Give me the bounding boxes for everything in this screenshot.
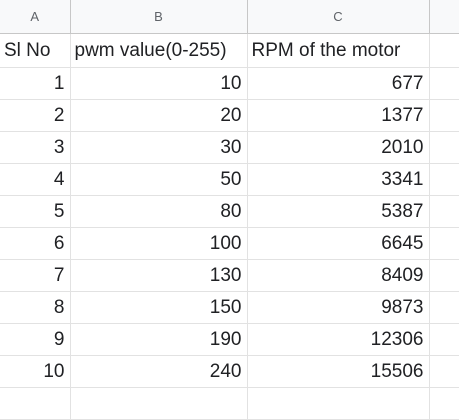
cell-sl-no[interactable]: 9 [0,323,71,356]
header-cell-rpm[interactable]: RPM of the motor [247,33,430,68]
cell-rpm[interactable]: 8409 [247,259,430,292]
header-cell-pwm-value[interactable]: pwm value(0-255) [70,33,248,68]
cell-pwm-value[interactable]: 100 [70,227,248,260]
empty-cell[interactable] [429,291,459,324]
table-row: 7 130 8409 [0,259,459,292]
column-header-d[interactable] [429,0,459,34]
cell-rpm[interactable]: 9873 [247,291,430,324]
column-header-b[interactable]: B [70,0,248,34]
table-row: 8 150 9873 [0,291,459,324]
cell-pwm-value[interactable]: 30 [70,131,248,164]
cell-sl-no[interactable]: 5 [0,195,71,228]
cell-pwm-value[interactable]: 150 [70,291,248,324]
cell-pwm-value[interactable]: 10 [70,67,248,100]
column-header-row: A B C [0,0,459,34]
header-cell-sl-no[interactable]: Sl No [0,33,71,68]
cell-rpm[interactable]: 677 [247,67,430,100]
empty-cell[interactable] [0,387,71,420]
empty-cell[interactable] [247,387,430,420]
table-row: 2 20 1377 [0,99,459,132]
empty-cell[interactable] [429,323,459,356]
empty-cell[interactable] [429,33,459,68]
empty-cell[interactable] [429,99,459,132]
empty-cell[interactable] [70,387,248,420]
table-row: 1 10 677 [0,67,459,100]
cell-pwm-value[interactable]: 240 [70,355,248,388]
cell-rpm[interactable]: 1377 [247,99,430,132]
cell-rpm[interactable]: 6645 [247,227,430,260]
cell-sl-no[interactable]: 3 [0,131,71,164]
table-row: 4 50 3341 [0,163,459,196]
cell-sl-no[interactable]: 8 [0,291,71,324]
column-header-c[interactable]: C [247,0,430,34]
empty-row [0,387,459,420]
table-row: 6 100 6645 [0,227,459,260]
empty-cell[interactable] [429,163,459,196]
cell-pwm-value[interactable]: 50 [70,163,248,196]
table-row: 5 80 5387 [0,195,459,228]
cell-rpm[interactable]: 2010 [247,131,430,164]
table-header-row: Sl No pwm value(0-255) RPM of the motor [0,33,459,68]
cell-rpm[interactable]: 15506 [247,355,430,388]
cell-sl-no[interactable]: 6 [0,227,71,260]
cell-pwm-value[interactable]: 20 [70,99,248,132]
cell-sl-no[interactable]: 4 [0,163,71,196]
empty-cell[interactable] [429,227,459,260]
cell-pwm-value[interactable]: 190 [70,323,248,356]
cell-sl-no[interactable]: 7 [0,259,71,292]
empty-cell[interactable] [429,131,459,164]
table-row: 3 30 2010 [0,131,459,164]
cell-pwm-value[interactable]: 80 [70,195,248,228]
cell-pwm-value[interactable]: 130 [70,259,248,292]
column-header-a[interactable]: A [0,0,71,34]
empty-cell[interactable] [429,67,459,100]
empty-cell[interactable] [429,195,459,228]
cell-rpm[interactable]: 12306 [247,323,430,356]
cell-sl-no[interactable]: 2 [0,99,71,132]
table-row: 9 190 12306 [0,323,459,356]
cell-sl-no[interactable]: 10 [0,355,71,388]
cell-rpm[interactable]: 5387 [247,195,430,228]
empty-cell[interactable] [429,259,459,292]
table-row: 10 240 15506 [0,355,459,388]
empty-cell[interactable] [429,387,459,420]
cell-rpm[interactable]: 3341 [247,163,430,196]
cell-sl-no[interactable]: 1 [0,67,71,100]
empty-cell[interactable] [429,355,459,388]
